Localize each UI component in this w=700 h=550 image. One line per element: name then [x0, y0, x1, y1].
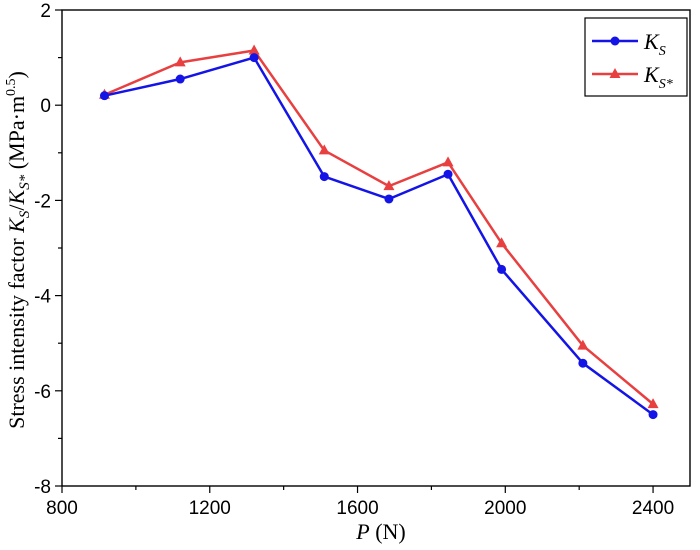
- x-axis-title: P (N): [355, 519, 406, 544]
- y-tick-label: -2: [34, 191, 51, 212]
- y-tick-label: 0: [40, 96, 51, 117]
- y-tick-label: -4: [34, 287, 51, 308]
- data-point-ks: [497, 264, 507, 274]
- legend-label-ks: KS: [643, 29, 666, 59]
- series-line-ks: [104, 56, 654, 416]
- data-point-ks: [319, 172, 329, 182]
- data-point-ks: [648, 410, 658, 420]
- data-point-ks: [99, 91, 109, 101]
- data-point-ks-star: [383, 180, 395, 191]
- legend-marker-ks-star: [609, 68, 621, 78]
- x-tick-label: 1200: [189, 498, 231, 519]
- data-point-ks: [578, 358, 588, 368]
- data-point-ks-star: [248, 44, 260, 55]
- data-point-ks-star: [496, 237, 508, 248]
- data-point-ks: [249, 53, 259, 63]
- x-tick-label: 800: [46, 498, 78, 519]
- legend-marker-ks: [610, 36, 620, 46]
- y-tick-label: -8: [34, 477, 51, 498]
- data-point-ks-star: [647, 398, 659, 409]
- y-tick-label: -6: [34, 382, 51, 403]
- data-point-ks-star: [174, 56, 186, 67]
- data-point-ks: [384, 194, 394, 204]
- legend-box: [584, 17, 688, 97]
- data-point-ks-star: [442, 156, 454, 167]
- data-point-ks-star: [577, 339, 589, 350]
- data-point-ks-star: [318, 144, 330, 155]
- x-tick-label: 2400: [632, 498, 674, 519]
- y-axis-title: Stress intensity factor KS/KS* (MPa·m0.5…: [4, 71, 33, 429]
- data-point-ks: [175, 74, 185, 84]
- plot-area: 800 1200 1600 2000 2400 -8 -6 -4 -2 0 2: [34, 1, 691, 519]
- x-tick-label: 1600: [336, 498, 378, 519]
- data-point-ks: [443, 169, 453, 179]
- legend-label-ks-star: KS*: [643, 62, 673, 92]
- legend: KS KS*: [584, 17, 688, 97]
- x-tick-label: 2000: [484, 498, 526, 519]
- y-tick-label: 2: [40, 1, 51, 22]
